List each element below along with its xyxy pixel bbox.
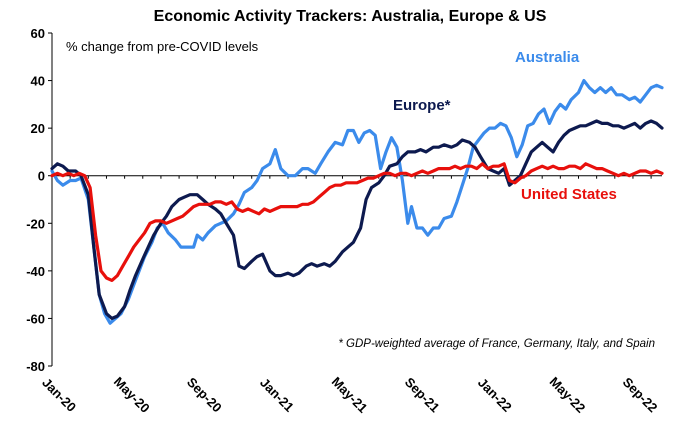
y-tick-label: 60 <box>31 26 45 41</box>
x-axis: Jan-20 May-20 Sep-20 Jan-21 May-21 Sep-21 Jan-… <box>39 175 662 416</box>
y-tick-label: -80 <box>26 359 45 374</box>
x-tick-label: Jan-20 <box>39 375 79 415</box>
x-tick-label: May-22 <box>547 374 589 416</box>
x-tick-label: Jan-22 <box>475 375 515 415</box>
series-label-australia: Australia <box>515 49 580 66</box>
chart-subtitle: % change from pre-COVID levels <box>66 39 259 54</box>
y-tick-label: -20 <box>26 216 45 231</box>
y-tick-label: 0 <box>38 169 45 184</box>
x-tick-label: Sep-20 <box>184 374 225 415</box>
series-line-europe <box>50 119 664 320</box>
series-line-united-states <box>50 162 664 282</box>
series-label-europe: Europe* <box>393 97 451 114</box>
series-label-united-states: United States <box>521 186 617 203</box>
series-labels: Australia Europe* United States <box>393 49 617 203</box>
chart-title: Economic Activity Trackers: Australia, E… <box>154 8 547 25</box>
y-tick-label: 20 <box>31 121 45 136</box>
chart-footnote: * GDP-weighted average of France, German… <box>338 338 655 350</box>
x-tick-label: Sep-21 <box>402 374 443 415</box>
y-tick-label: 40 <box>31 74 45 89</box>
x-tick-label: May-20 <box>111 374 153 416</box>
x-tick-label: May-21 <box>329 374 371 416</box>
y-tick-label: -40 <box>26 264 45 279</box>
y-axis: 60 40 20 0 -20 -40 -60 -80 <box>26 26 53 374</box>
x-tick-label: Sep-22 <box>620 374 661 415</box>
y-tick-label: -60 <box>26 311 45 326</box>
x-tick-label: Jan-21 <box>257 375 297 415</box>
series-layer <box>50 79 664 325</box>
